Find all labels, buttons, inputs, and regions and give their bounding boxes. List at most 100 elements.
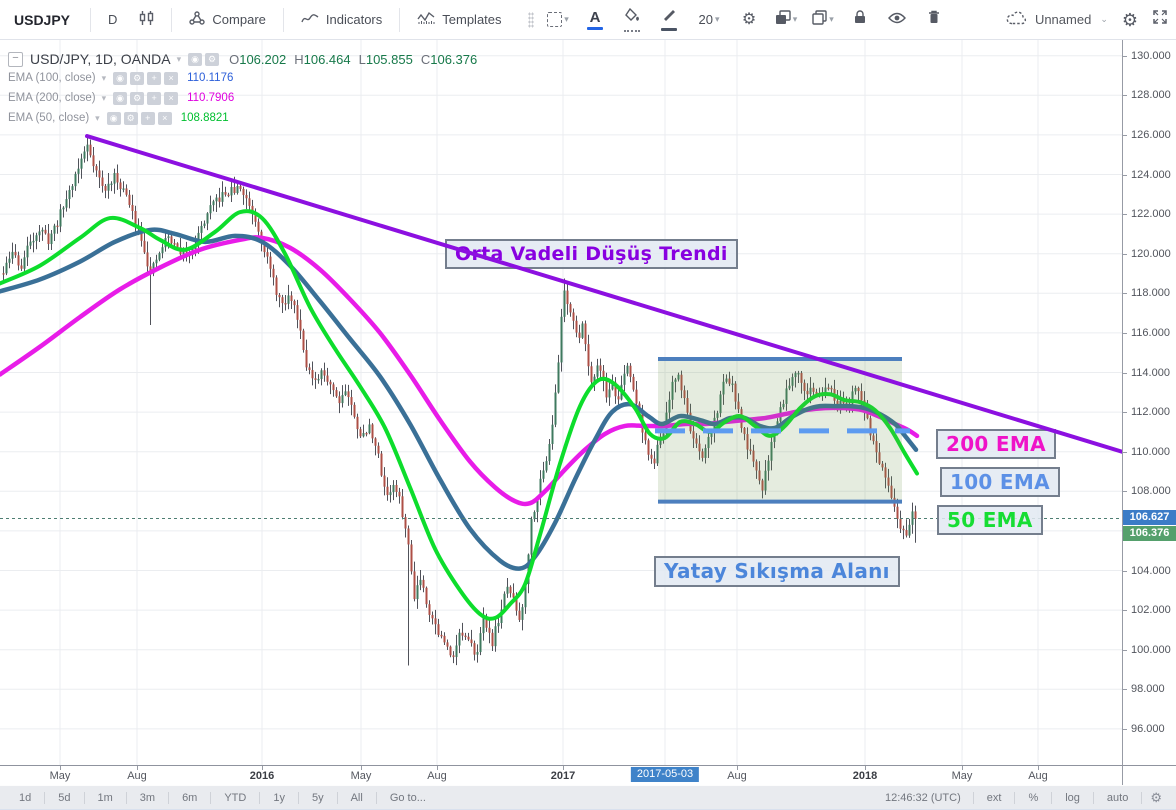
selection-tool-button[interactable]: ▾ [543,5,573,35]
templates-label: Templates [442,12,502,27]
eye-icon[interactable]: ◉ [113,91,128,105]
collapse-icon[interactable]: − [8,51,23,67]
chart-style-button[interactable] [128,1,165,39]
templates-button[interactable]: Templates [406,1,512,39]
drawing-settings-button[interactable]: ⚙ [734,5,764,35]
squeeze-annotation[interactable]: Yatay Sıkışma Alanı [654,556,900,587]
time-label: May [951,770,973,782]
eye-icon[interactable]: ◉ [106,111,121,125]
layout-dropdown[interactable]: Unnamed ⌄ [1006,11,1108,28]
range-button-3m[interactable]: 3m [139,791,156,804]
font-size-dropdown[interactable]: 20 ▾ [691,5,727,35]
indicator-value: 110.7906 [187,92,235,104]
indicators-button[interactable]: Indicators [290,1,393,39]
layer-order-dropdown[interactable]: ▾ [771,5,801,35]
toggle-ext[interactable]: ext [986,791,1002,804]
range-button-goto[interactable]: Go to... [389,791,426,804]
chevron-down-icon[interactable]: ▾ [101,92,107,103]
eye-icon[interactable]: ◉ [113,71,128,85]
ema50-annotation[interactable]: 50 EMA [937,505,1043,535]
range-button-ytd[interactable]: YTD [224,791,247,804]
trend-annotation[interactable]: Orta Vadeli Düşüş Trendi [445,239,738,269]
stroke-color-swatch [661,28,677,31]
close-icon[interactable]: × [157,111,172,125]
separator [375,791,377,804]
plus-icon[interactable]: + [147,91,162,105]
drag-handle[interactable] [528,11,534,28]
close-icon[interactable]: × [164,91,179,105]
separator [399,7,401,32]
range-button-1m[interactable]: 1m [97,791,113,804]
chevron-down-icon: ⌄ [1100,14,1108,24]
legend-indicator-row[interactable]: EMA (50, close) ▾ ◉ ⚙ + × 108.8821 [8,108,485,128]
close-value: 106.376 [430,51,478,67]
lock-button[interactable] [845,5,875,35]
separator [125,791,127,804]
chevron-down-icon[interactable]: ▾ [176,53,182,64]
compare-button[interactable]: Compare [178,1,276,39]
axis-corner [1122,765,1176,786]
chart-properties-gear-icon[interactable]: ⚙ [1121,9,1138,30]
legend-symbol-title[interactable]: USD/JPY, 1D, OANDA [30,51,171,67]
clock[interactable]: 12:46:32 (UTC) [884,791,961,804]
chevron-down-icon: ▾ [792,14,798,24]
price-tick [1123,689,1127,691]
stroke-color-button[interactable] [654,5,684,35]
range-button-1y[interactable]: 1y [273,791,285,804]
visibility-button[interactable] [882,5,912,35]
gear-icon[interactable]: ⚙ [205,52,220,66]
ema200-annotation[interactable]: 200 EMA [936,429,1056,459]
separator [1141,791,1143,804]
chevron-down-icon[interactable]: ▾ [101,72,107,83]
axis-settings-gear-icon[interactable]: ⚙ [1150,789,1162,805]
range-button-6m[interactable]: 6m [182,791,198,804]
chevron-down-icon[interactable]: ▾ [95,112,100,123]
range-button-5d[interactable]: 5d [58,791,71,804]
interval-button[interactable]: D [108,12,118,27]
price-tick [1123,372,1127,374]
price-axis[interactable]: 130.000 128.000 126.000 124.000 122.000 120.0… [1122,40,1176,765]
price-tick [1123,55,1127,57]
copy-icon [812,9,827,30]
time-axis[interactable]: May Aug 2016 May Aug 2017 Aug 2018 May Aug 2017-05… [0,765,1122,786]
gear-icon[interactable]: ⚙ [130,91,145,105]
separator [1051,791,1053,804]
legend-indicator-row[interactable]: EMA (100, close) ▾ ◉ ⚙ + × 110.1176 [8,68,485,88]
price-label: 112.000 [1131,406,1170,419]
drawing-toolbar: ▾ A 20 ▾ ⚙ ▾ ▾ [528,0,949,39]
time-label: 2016 [249,770,275,782]
legend-indicator-row[interactable]: EMA (200, close) ▾ ◉ ⚙ + × 110.7906 [8,88,485,108]
gear-icon[interactable]: ⚙ [130,71,145,85]
toggle-percent[interactable]: % [1028,791,1039,804]
eye-icon[interactable]: ◉ [188,52,203,66]
chart-canvas[interactable] [0,40,1122,765]
price-label: 116.000 [1131,326,1170,339]
price-tick [1123,253,1127,255]
high-value: 106.464 [303,51,351,67]
high-label: H [294,51,304,67]
remove-button[interactable] [919,5,949,35]
fullscreen-icon[interactable] [1152,9,1168,30]
templates-icon [417,11,435,28]
clone-dropdown[interactable]: ▾ [808,5,838,35]
text-color-button[interactable]: A [580,5,610,35]
range-button-all[interactable]: All [350,791,363,804]
plus-icon[interactable]: + [140,111,155,125]
chevron-down-icon: ▾ [714,14,720,24]
gear-icon: ⚙ [741,10,757,28]
gear-icon[interactable]: ⚙ [123,111,138,125]
fill-color-button[interactable] [617,5,647,35]
toggle-auto[interactable]: auto [1106,791,1129,804]
trash-icon [928,10,940,29]
plus-icon[interactable]: + [147,71,162,85]
ema100-annotation[interactable]: 100 EMA [940,467,1060,497]
time-label: May [350,770,372,782]
range-button-5y[interactable]: 5y [311,791,324,804]
toggle-log[interactable]: log [1065,791,1080,804]
range-button-1d[interactable]: 1d [19,791,32,804]
chart-pane[interactable]: Orta Vadeli Düşüş Trendi Yatay Sıkışma A… [0,40,1122,765]
symbol-button[interactable]: USDJPY [14,11,71,28]
legend-main-row: − USD/JPY, 1D, OANDA ▾ ◉ ⚙ O106.202 H106.… [8,50,485,68]
close-icon[interactable]: × [164,71,179,85]
